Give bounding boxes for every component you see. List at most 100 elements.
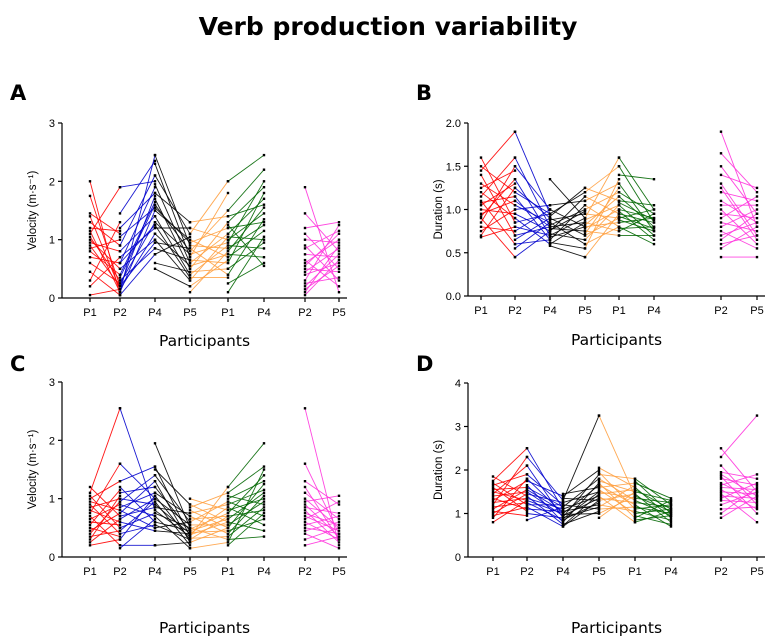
trial-line <box>562 469 600 497</box>
data-point <box>118 506 122 509</box>
trial-line <box>119 486 156 494</box>
trial-line <box>227 221 265 229</box>
data-point <box>597 488 601 491</box>
data-point <box>188 527 192 531</box>
trial-line <box>89 230 121 293</box>
trial-line <box>480 157 516 197</box>
data-point <box>88 221 92 224</box>
trial-line <box>154 469 191 505</box>
trial-line <box>189 504 229 523</box>
trial-line <box>89 521 121 526</box>
trial-line <box>634 508 672 514</box>
data-point <box>633 497 637 500</box>
data-point <box>337 261 341 265</box>
data-point <box>153 515 157 518</box>
data-point <box>525 514 529 517</box>
panel-b-duration: 0.0 0.5 1.0 1.5 2.0 P1 P2 P4 P5 P1 P4 P2 P5 Duration … <box>433 118 765 349</box>
trial-line <box>584 230 620 236</box>
data-point <box>153 480 157 483</box>
data-point <box>226 509 230 512</box>
data-point <box>719 204 723 207</box>
trial-line <box>304 501 340 520</box>
data-point <box>303 512 307 515</box>
data-point <box>226 267 230 270</box>
data-point <box>719 486 723 489</box>
trial-line <box>189 536 229 539</box>
trial-line <box>304 259 340 287</box>
data-point <box>226 535 230 538</box>
data-point <box>262 506 266 509</box>
data-point <box>118 512 122 515</box>
data-point <box>153 232 157 235</box>
data-point <box>597 497 601 500</box>
data-point <box>226 191 230 195</box>
trial-line <box>634 515 672 525</box>
data-point <box>597 479 601 483</box>
data-point <box>118 547 122 550</box>
data-point <box>262 264 266 268</box>
data-point <box>755 488 759 491</box>
trial-line <box>720 487 758 514</box>
series-p5-p1 <box>188 485 230 550</box>
trial-line <box>189 233 229 264</box>
trial-line <box>549 209 586 228</box>
data-point <box>548 229 552 232</box>
data-point <box>153 253 157 256</box>
data-point <box>513 238 517 241</box>
trial-line <box>154 247 191 261</box>
data-point <box>226 500 230 503</box>
data-point <box>755 499 759 502</box>
data-point <box>491 475 495 478</box>
data-point <box>303 509 307 512</box>
y-axis-label: Duration (s) <box>433 179 445 239</box>
data-point <box>719 152 723 155</box>
data-point <box>188 533 192 536</box>
data-point <box>755 191 759 194</box>
data-point <box>188 226 192 230</box>
data-point <box>617 156 621 159</box>
data-point <box>226 526 230 529</box>
data-point <box>755 221 759 224</box>
data-point <box>525 477 529 480</box>
data-point <box>303 520 307 524</box>
x-tick-label: P2 <box>520 566 533 578</box>
data-point <box>755 503 759 506</box>
trial-line <box>549 233 586 241</box>
series-p4-p5 <box>153 442 192 550</box>
data-point <box>303 526 307 529</box>
trial-line <box>480 166 516 223</box>
data-point <box>337 544 341 547</box>
trial-line <box>89 501 121 511</box>
trial-line <box>584 179 620 249</box>
data-point <box>303 480 307 483</box>
data-point <box>479 173 483 177</box>
data-point <box>755 186 759 190</box>
data-point <box>633 494 637 498</box>
data-point <box>633 514 637 517</box>
data-point <box>617 182 621 185</box>
x-tick-label: P2 <box>714 566 727 578</box>
data-point <box>153 221 157 224</box>
x-tick-label: P1 <box>83 307 96 319</box>
data-point <box>303 544 307 547</box>
trial-line <box>492 456 528 506</box>
trial-line <box>154 504 191 535</box>
trial-line <box>119 504 156 517</box>
trial-line <box>189 268 229 273</box>
trial-line <box>480 157 516 223</box>
trial-line <box>154 541 191 546</box>
data-point <box>337 250 341 253</box>
data-point <box>652 238 656 241</box>
data-point <box>597 473 601 476</box>
data-point <box>153 517 157 521</box>
data-point <box>652 242 656 246</box>
data-point <box>226 250 230 253</box>
x-tick-label: P4 <box>556 566 569 578</box>
data-point <box>669 507 673 511</box>
data-point <box>513 195 517 198</box>
data-point <box>303 288 307 291</box>
data-point <box>583 199 587 203</box>
trial-line <box>584 213 620 219</box>
data-point <box>525 503 529 506</box>
data-point <box>583 186 587 190</box>
